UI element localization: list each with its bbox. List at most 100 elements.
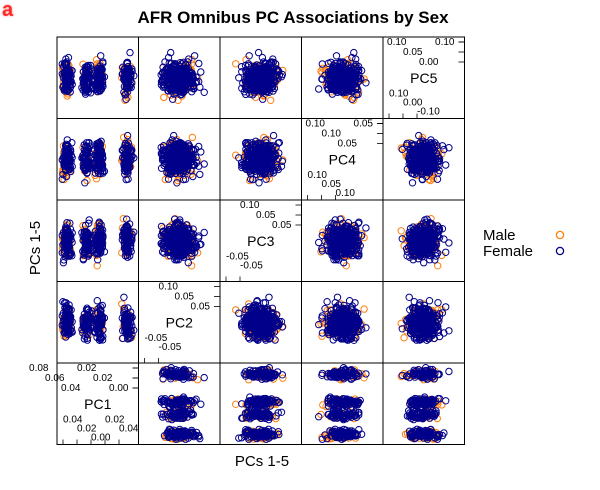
- point-female: [269, 131, 278, 140]
- point-female: [59, 82, 68, 90]
- point-female: [58, 60, 66, 68]
- point-female: [167, 48, 175, 57]
- point-female: [255, 179, 263, 187]
- panel-r1-c3: [219, 36, 302, 119]
- point-female: [158, 77, 167, 86]
- point-female: [66, 73, 75, 81]
- point-female: [182, 80, 190, 89]
- point-female: [164, 53, 173, 62]
- panel-r2-c3: [219, 118, 302, 201]
- diag-tick-label: -0.05: [240, 261, 263, 272]
- point-female: [195, 59, 203, 68]
- point-male: [160, 93, 168, 102]
- point-female: [442, 161, 450, 169]
- point-female: [98, 65, 106, 74]
- diag-label-pc3: PC3: [247, 233, 274, 249]
- point-female: [83, 86, 92, 94]
- point-female: [258, 53, 267, 62]
- point-female: [122, 95, 130, 103]
- panel-r3-c2: [138, 199, 221, 282]
- panel-r1-c2: [138, 36, 221, 119]
- point-female: [408, 179, 417, 187]
- diag-tick-label: 0.05: [338, 139, 358, 150]
- point-female: [315, 85, 323, 93]
- point-female: [83, 74, 91, 82]
- diag-tick-label: 0.05: [272, 220, 292, 231]
- point-female: [97, 74, 105, 83]
- point-female: [98, 73, 107, 81]
- point-female: [190, 52, 199, 60]
- panel-r2-c2: [138, 118, 221, 201]
- point-female: [169, 63, 177, 71]
- point-female: [124, 79, 133, 88]
- point-female: [91, 80, 100, 89]
- point-female: [200, 160, 208, 168]
- point-female: [80, 73, 89, 82]
- point-female: [81, 63, 90, 71]
- point-female: [196, 170, 204, 179]
- diag-label-pc5: PC5: [410, 70, 437, 86]
- point-male: [232, 60, 240, 68]
- point-female: [188, 72, 197, 80]
- point-female: [163, 81, 172, 90]
- point-female: [169, 95, 177, 103]
- point-female: [62, 72, 70, 80]
- panel-r3-c1: [56, 199, 139, 282]
- point-male: [188, 133, 197, 142]
- point-female: [318, 60, 326, 68]
- point-female: [94, 81, 103, 90]
- point-female: [62, 55, 70, 63]
- chart-title: AFR Omnibus PC Associations by Sex: [137, 8, 449, 27]
- point-male: [93, 262, 101, 270]
- point-female: [166, 70, 174, 79]
- point-female: [94, 66, 103, 75]
- point-female: [176, 65, 184, 74]
- panel-r3-c4: [301, 199, 384, 282]
- panel-r1-c1: [56, 36, 139, 119]
- point-female: [200, 228, 208, 237]
- diag-tick-label: 0.05: [354, 119, 374, 130]
- point-female: [65, 74, 73, 83]
- diag-tick-label: 0.10: [435, 37, 455, 48]
- point-female: [126, 81, 135, 89]
- point-female: [82, 67, 90, 75]
- point-female: [332, 52, 341, 60]
- point-female: [197, 68, 205, 76]
- point-female: [119, 63, 127, 71]
- point-female: [126, 48, 134, 57]
- panel-r2-c1: [56, 118, 139, 201]
- point-female: [159, 63, 167, 71]
- point-female: [165, 59, 173, 67]
- point-female: [176, 79, 184, 88]
- point-female: [63, 87, 72, 96]
- panel-r2-c5: [382, 118, 465, 201]
- point-female: [81, 88, 90, 96]
- diag-tick-label: 0.10: [336, 188, 356, 199]
- point-female: [122, 68, 131, 76]
- diag-tick-label: -0.10: [417, 107, 440, 118]
- point-female: [82, 85, 91, 93]
- point-female: [123, 131, 132, 140]
- point-female: [178, 87, 187, 95]
- point-female: [176, 82, 185, 90]
- point-female: [196, 83, 204, 91]
- point-female: [125, 70, 133, 79]
- point-female: [121, 90, 130, 99]
- panel-r1-c4: [301, 36, 384, 119]
- point-female: [120, 65, 129, 74]
- point-female: [81, 90, 90, 98]
- point-female: [172, 73, 181, 82]
- point-female: [200, 88, 208, 97]
- point-female: [84, 81, 93, 89]
- panel-label: a: [2, 0, 14, 21]
- point-male: [267, 96, 275, 105]
- point-female: [182, 86, 190, 94]
- point-female: [433, 175, 442, 183]
- point-female: [99, 58, 107, 66]
- point-female: [120, 88, 128, 97]
- diag-tick-label: 0.00: [419, 57, 439, 68]
